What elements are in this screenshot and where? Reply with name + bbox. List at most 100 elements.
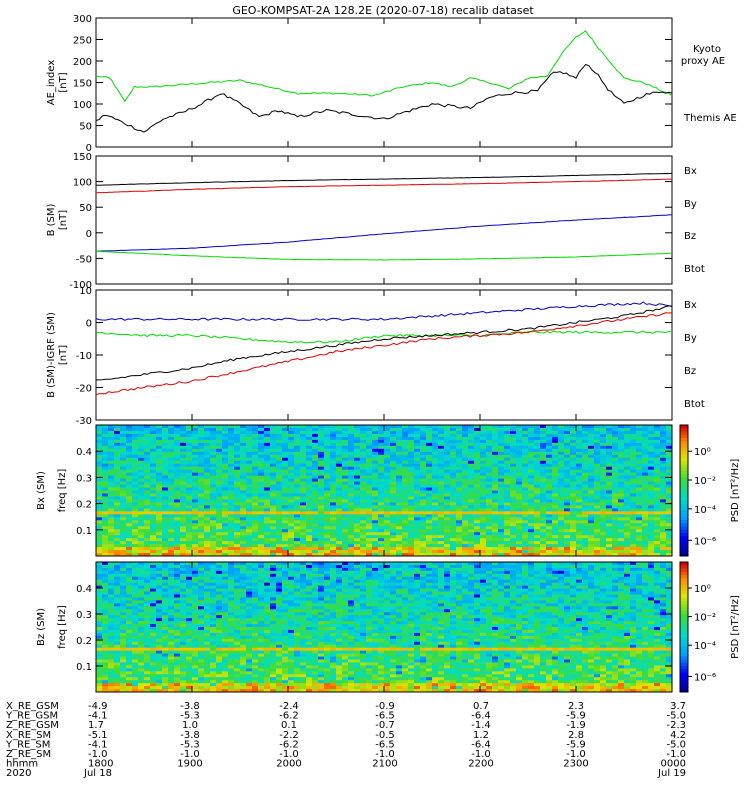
- spectrogram-cell: [642, 466, 649, 471]
- spectrogram-cell: [444, 541, 451, 545]
- spectrogram-cell: [480, 547, 487, 551]
- spectrogram-cell: [624, 499, 631, 503]
- spectrogram-cell: [666, 478, 673, 482]
- spectrogram-cell: [120, 514, 127, 518]
- spectrogram-cell: [144, 502, 151, 506]
- spectrogram-cell: [396, 493, 403, 497]
- spectrogram-cell: [474, 529, 481, 533]
- spectrogram-cell: [318, 523, 325, 527]
- spectrogram-cell: [618, 511, 625, 515]
- spectrogram-cell: [462, 535, 469, 539]
- spectrogram-cell: [576, 499, 583, 503]
- spectrogram-cell: [174, 502, 181, 506]
- spectrogram-cell: [468, 457, 475, 462]
- spectrogram-cell: [540, 538, 547, 542]
- spectrogram-cell: [486, 493, 493, 497]
- spectrogram-cell: [648, 472, 655, 477]
- spectrogram-cell: [312, 526, 319, 530]
- spectrogram-cell: [144, 680, 151, 684]
- spectrogram-cell: [276, 544, 283, 548]
- spectrogram-cell: [582, 490, 589, 494]
- spectrogram-cell: [516, 541, 523, 545]
- spectrogram-cell: [354, 520, 361, 524]
- spectrogram-cell: [102, 582, 109, 587]
- spectrogram-cell: [414, 553, 421, 557]
- spectrogram-cell: [366, 520, 373, 524]
- spectrogram-cell: [324, 436, 331, 441]
- panel1-ylabel: [nT]: [58, 210, 69, 230]
- spectrogram-cell: [162, 680, 169, 684]
- spectrogram-cell: [246, 469, 253, 474]
- spectrogram-cell: [120, 647, 127, 652]
- spectrogram-cell: [408, 517, 415, 521]
- spectrogram-cell: [114, 544, 121, 548]
- spectrogram-cell: [552, 553, 559, 557]
- spectrogram-cell: [396, 550, 403, 554]
- spectrogram-cell: [414, 499, 421, 503]
- spectrogram-cell: [120, 680, 127, 684]
- spectrogram-cell: [456, 466, 463, 471]
- spectrogram-cell: [402, 454, 409, 459]
- spectrogram-cell: [150, 588, 157, 592]
- spectrogram-cell: [468, 553, 475, 557]
- spectrogram-cell: [270, 553, 277, 557]
- spectrogram-cell: [312, 466, 319, 471]
- spectrogram-cell: [432, 439, 439, 444]
- spectrogram-cell: [132, 469, 139, 474]
- spectrogram-cell: [534, 508, 541, 512]
- spectrogram-cell: [474, 541, 481, 545]
- spectrogram-cell: [594, 511, 601, 515]
- spectrogram-cell: [588, 529, 595, 533]
- spectrogram-cell: [552, 472, 559, 477]
- spectrogram-cell: [144, 425, 151, 429]
- spectrogram-cell: [306, 481, 313, 485]
- spectrogram-cell: [402, 460, 409, 465]
- spectrogram-cell: [246, 511, 253, 515]
- spectrogram-cell: [600, 469, 607, 474]
- spectrogram-cell: [534, 490, 541, 494]
- spectrogram-cell: [234, 490, 241, 494]
- spectrogram-cell: [150, 618, 157, 622]
- spectrogram-cell: [456, 460, 463, 465]
- spectrogram-cell: [468, 484, 475, 488]
- spectrogram-cell: [396, 487, 403, 491]
- spectrogram-cell: [282, 538, 289, 542]
- spectrogram-cell: [192, 463, 199, 468]
- spectrogram-cell: [168, 547, 175, 551]
- spectrogram-cell: [252, 469, 259, 474]
- spectrogram-cell: [420, 433, 427, 438]
- spectrogram-cell: [162, 567, 169, 572]
- spectrogram-cell: [102, 588, 109, 592]
- spectrogram-cell: [354, 529, 361, 533]
- spectrogram-cell: [240, 529, 247, 533]
- spectrogram-cell: [150, 644, 157, 649]
- spectrogram-cell: [474, 526, 481, 530]
- colorbar-cell: [680, 500, 688, 505]
- spectrogram-cell: [648, 490, 655, 494]
- spectrogram-cell: [642, 550, 649, 554]
- spectrogram-cell: [528, 535, 535, 539]
- spectrogram-cell: [330, 472, 337, 477]
- spectrogram-cell: [162, 514, 169, 518]
- spectrogram-cell: [492, 547, 499, 551]
- spectrogram-cell: [384, 481, 391, 485]
- spectrogram-cell: [420, 436, 427, 441]
- spectrogram-cell: [186, 466, 193, 471]
- spectrogram-cell: [210, 535, 217, 539]
- spectrogram-cell: [426, 475, 433, 479]
- spectrogram-cell: [258, 550, 265, 554]
- spectrogram-cell: [516, 493, 523, 497]
- spectrogram-cell: [132, 511, 139, 515]
- spectrogram-cell: [102, 674, 109, 678]
- spectrogram-cell: [666, 538, 673, 542]
- spectrogram-cell: [294, 502, 301, 506]
- spectrogram-cell: [276, 496, 283, 500]
- spectrogram-cell: [606, 460, 613, 465]
- spectrogram-cell: [588, 517, 595, 521]
- spectrogram-cell: [294, 457, 301, 462]
- spectrogram-cell: [666, 442, 673, 447]
- spectrogram-cell: [594, 526, 601, 530]
- spectrogram-cell: [588, 439, 595, 444]
- spectrogram-cell: [156, 547, 163, 551]
- spectrogram-cell: [138, 478, 145, 482]
